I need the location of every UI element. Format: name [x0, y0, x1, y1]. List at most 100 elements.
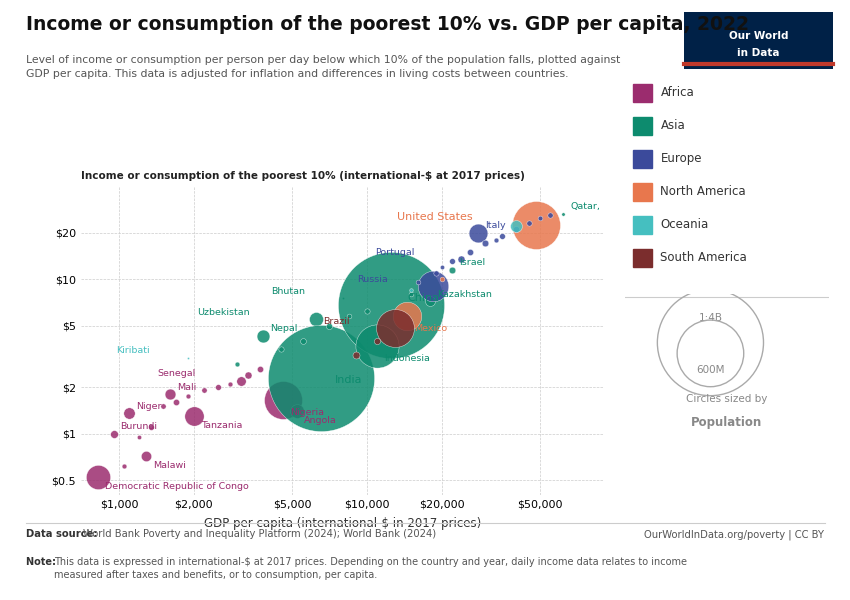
Point — [181, 353, 195, 362]
Text: Mali: Mali — [177, 383, 196, 392]
Point — [256, 331, 269, 340]
Text: Qatar,: Qatar, — [570, 202, 600, 211]
Point — [435, 262, 449, 272]
Text: in Data: in Data — [737, 48, 779, 58]
Text: North America: North America — [660, 185, 746, 197]
Text: South America: South America — [660, 251, 747, 263]
Text: Income or consumption of the poorest 10% (international-$ at 2017 prices): Income or consumption of the poorest 10%… — [81, 171, 524, 181]
Text: This data is expressed in international-$ at 2017 prices. Depending on the count: This data is expressed in international-… — [54, 557, 687, 580]
Point — [411, 278, 424, 287]
Text: Nepal: Nepal — [269, 325, 297, 334]
Point — [371, 341, 384, 350]
Point — [704, 338, 717, 347]
Text: Brazil: Brazil — [323, 317, 349, 326]
Point — [704, 349, 717, 358]
Point — [522, 218, 536, 228]
Text: 600M: 600M — [696, 365, 725, 374]
Point — [211, 382, 224, 392]
Point — [314, 373, 327, 382]
Point — [400, 311, 414, 320]
Point — [169, 397, 183, 407]
Point — [290, 406, 303, 416]
Point — [384, 300, 398, 310]
Text: Senegal: Senegal — [157, 370, 196, 379]
Text: Circles sized by: Circles sized by — [686, 394, 768, 404]
Text: Portugal: Portugal — [375, 248, 415, 257]
Text: Note:: Note: — [26, 557, 59, 567]
Text: Russia: Russia — [357, 275, 388, 284]
Point — [404, 289, 417, 299]
Text: India: India — [335, 375, 362, 385]
Bar — [633, 248, 652, 266]
Text: Mexico: Mexico — [414, 324, 447, 333]
Text: Oceania: Oceania — [660, 218, 709, 230]
Point — [117, 461, 131, 470]
Point — [296, 335, 309, 345]
Point — [276, 395, 290, 405]
Point — [388, 323, 402, 333]
Text: Population: Population — [691, 416, 762, 429]
Point — [122, 409, 136, 418]
Text: 1:4B: 1:4B — [699, 313, 722, 323]
Point — [463, 247, 477, 257]
X-axis label: GDP per capita (international-$ in 2017 prices): GDP per capita (international-$ in 2017 … — [203, 517, 481, 530]
Text: Nigeria: Nigeria — [291, 408, 325, 417]
Point — [197, 386, 211, 395]
Point — [241, 370, 254, 380]
Point — [275, 344, 288, 354]
Point — [479, 239, 492, 248]
Text: Bhutan: Bhutan — [271, 287, 305, 296]
Point — [404, 285, 417, 295]
Point — [435, 274, 449, 284]
Text: Europe: Europe — [660, 152, 702, 164]
Point — [471, 228, 484, 238]
Text: Italy: Italy — [484, 221, 506, 230]
Point — [445, 257, 459, 266]
Point — [181, 391, 195, 401]
Text: China: China — [408, 293, 439, 303]
Point — [234, 376, 247, 385]
Text: Tanzania: Tanzania — [201, 421, 242, 430]
Point — [348, 350, 362, 360]
Text: Israel: Israel — [459, 259, 485, 268]
Bar — [633, 116, 652, 134]
Text: Indonesia: Indonesia — [384, 354, 430, 363]
Point — [509, 224, 523, 234]
Text: World Bank Poverty and Inequality Platform (2024); World Bank (2024): World Bank Poverty and Inequality Platfo… — [83, 529, 436, 539]
Text: Uzbekistan: Uzbekistan — [197, 308, 250, 317]
Point — [427, 281, 440, 291]
Point — [322, 321, 336, 331]
Point — [360, 306, 374, 316]
Point — [253, 365, 267, 374]
Bar — [633, 149, 652, 167]
Point — [455, 254, 468, 263]
Point — [534, 213, 547, 223]
Text: Income or consumption of the poorest 10% vs. GDP per capita, 2022: Income or consumption of the poorest 10%… — [26, 15, 749, 34]
Text: Our World: Our World — [728, 31, 788, 41]
Point — [156, 401, 170, 411]
Point — [309, 314, 322, 324]
Text: Level of income or consumption per person per day below which 10% of the populat: Level of income or consumption per perso… — [26, 55, 620, 79]
Point — [144, 422, 158, 432]
Text: Data source:: Data source: — [26, 529, 100, 539]
Text: Burundi: Burundi — [121, 422, 157, 431]
Point — [107, 429, 121, 439]
Point — [495, 231, 508, 241]
Text: Kazakhstan: Kazakhstan — [437, 290, 492, 299]
Point — [224, 379, 237, 389]
Point — [489, 235, 502, 244]
Point — [139, 451, 152, 460]
Point — [132, 432, 145, 442]
Bar — [633, 215, 652, 233]
Point — [423, 296, 437, 306]
Text: Africa: Africa — [660, 86, 694, 98]
Point — [557, 209, 570, 218]
Point — [91, 473, 105, 482]
Point — [429, 268, 443, 277]
Point — [529, 220, 542, 229]
Bar — [633, 182, 652, 200]
Point — [544, 210, 558, 220]
Point — [187, 411, 201, 421]
Point — [230, 359, 244, 369]
Bar — [633, 83, 652, 101]
